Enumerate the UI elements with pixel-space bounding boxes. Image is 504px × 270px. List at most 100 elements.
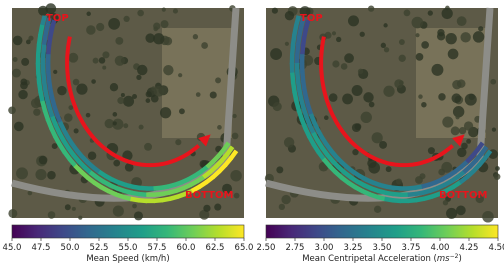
track-segment [50, 89, 52, 99]
tree [53, 70, 57, 74]
tree [163, 65, 173, 75]
tree [446, 33, 457, 44]
tree [352, 85, 363, 96]
colorbar-tick-label: 3.25 [344, 243, 363, 253]
track-segment [45, 110, 48, 120]
colorbar-tick-label: 45.0 [3, 243, 22, 253]
track-segment [379, 185, 387, 187]
track-segment [131, 199, 140, 200]
tree [96, 23, 104, 31]
track-segment [415, 186, 423, 187]
tree [324, 115, 329, 120]
tree [284, 137, 294, 147]
track-segment [377, 197, 386, 199]
tree [64, 113, 73, 122]
track-segment [297, 72, 298, 82]
tree [73, 79, 80, 86]
track-segment [154, 200, 163, 201]
track-segment [154, 188, 162, 189]
tree [154, 86, 165, 97]
track-segment [42, 101, 45, 111]
track-segment [292, 73, 293, 84]
tree [31, 98, 41, 108]
colorbar [266, 225, 498, 238]
figure: TOPBOTTOM45.047.550.052.555.057.560.062.… [0, 0, 504, 266]
tree [146, 98, 151, 103]
tree [217, 125, 222, 130]
tree [230, 170, 241, 181]
tree [465, 94, 477, 106]
tree [281, 195, 290, 204]
tree [369, 102, 375, 108]
tree [457, 16, 467, 26]
tree [428, 147, 435, 154]
tree [113, 112, 118, 117]
track-segment [139, 188, 147, 189]
tree [421, 102, 426, 107]
tree [460, 32, 470, 42]
track-segment [112, 179, 120, 182]
track-segment [168, 185, 176, 187]
track-segment [416, 199, 425, 201]
label-part: ms [437, 254, 450, 264]
tree [404, 10, 411, 17]
tree [20, 78, 27, 85]
tree [494, 173, 501, 180]
track-segment [392, 200, 401, 201]
track-segment [415, 193, 423, 194]
tree [421, 41, 429, 49]
tree [173, 9, 178, 14]
colorbar-label: Mean Speed (km/h) [86, 254, 169, 264]
tree [396, 178, 402, 184]
tree [74, 128, 79, 133]
tree [452, 80, 461, 89]
tree [363, 92, 373, 102]
colorbar-tick-label: 52.5 [90, 243, 109, 253]
tree [99, 57, 105, 63]
tree [139, 125, 144, 130]
track-segment [175, 182, 183, 185]
tree [214, 204, 221, 211]
tree [102, 66, 106, 70]
track-segment [435, 179, 443, 182]
tree [448, 49, 459, 60]
tree [457, 148, 466, 157]
track-segment [40, 25, 42, 36]
tree [232, 133, 239, 140]
tree [86, 113, 91, 118]
tree [342, 94, 353, 105]
tree [8, 106, 16, 114]
tree [8, 209, 17, 218]
track-segment [429, 182, 437, 185]
tree [358, 69, 363, 74]
colorbar-tick-label: 3.75 [402, 243, 421, 253]
tree [383, 86, 394, 97]
tree [428, 10, 433, 15]
colorbar-tick-label: 3.50 [373, 243, 392, 253]
tree [279, 204, 285, 210]
track-segment [43, 45, 44, 55]
track-segment [302, 46, 303, 56]
colorbar-tick-label: 57.5 [148, 243, 167, 253]
colorbar [12, 225, 244, 238]
track-segment [378, 191, 386, 193]
tree [399, 55, 406, 62]
track-segment [293, 82, 295, 93]
track-segment [45, 90, 47, 100]
tree [21, 58, 29, 66]
tree [482, 211, 494, 223]
track-segment [423, 191, 431, 193]
tree [13, 36, 23, 46]
tree [78, 216, 82, 220]
track-segment [52, 98, 55, 107]
tree [57, 86, 66, 95]
tree [102, 51, 109, 58]
tree [134, 211, 143, 220]
track-segment [42, 16, 45, 26]
track-segment [49, 80, 50, 90]
tree [117, 97, 124, 104]
track-segment [296, 101, 299, 111]
tree [201, 42, 208, 49]
track-segment [50, 28, 52, 38]
track-segment [366, 179, 374, 182]
